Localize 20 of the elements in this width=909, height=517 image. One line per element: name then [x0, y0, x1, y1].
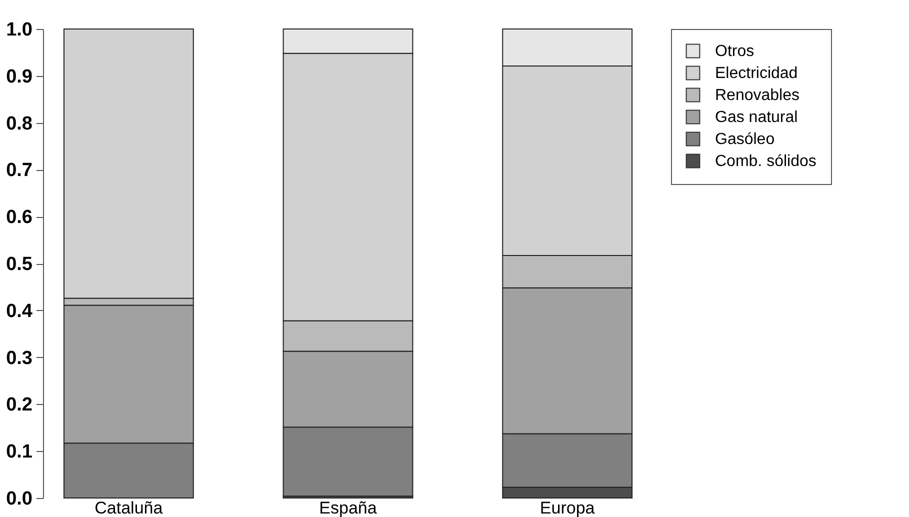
y-tick-label: 0.9: [6, 66, 32, 88]
legend-label: Renovables: [715, 87, 800, 104]
y-tick-label: 0.4: [6, 300, 33, 322]
y-tick-label: 0.1: [6, 442, 33, 463]
y-tick-label: 0.7: [6, 160, 32, 182]
y-tick-label: 1.0: [6, 20, 32, 40]
y-tick-label: 0.3: [6, 348, 32, 369]
x-tick-label: Europa: [540, 498, 596, 517]
y-tick-label: 0.5: [6, 254, 33, 275]
y-tick-label: 0.8: [6, 113, 32, 134]
legend-label: Electricidad: [715, 65, 798, 82]
legend-label: Gasóleo: [715, 131, 775, 148]
legend-label: Comb. sólidos: [715, 153, 816, 170]
legend-label: Gas natural: [715, 109, 798, 126]
x-tick-label: España: [319, 498, 378, 517]
y-tick-label: 0.6: [6, 207, 32, 228]
y-tick-label: 0.0: [6, 488, 32, 510]
x-tick-label: Cataluña: [94, 498, 164, 517]
legend-label: Otros: [715, 43, 754, 60]
y-tick-label: 0.2: [6, 394, 32, 416]
